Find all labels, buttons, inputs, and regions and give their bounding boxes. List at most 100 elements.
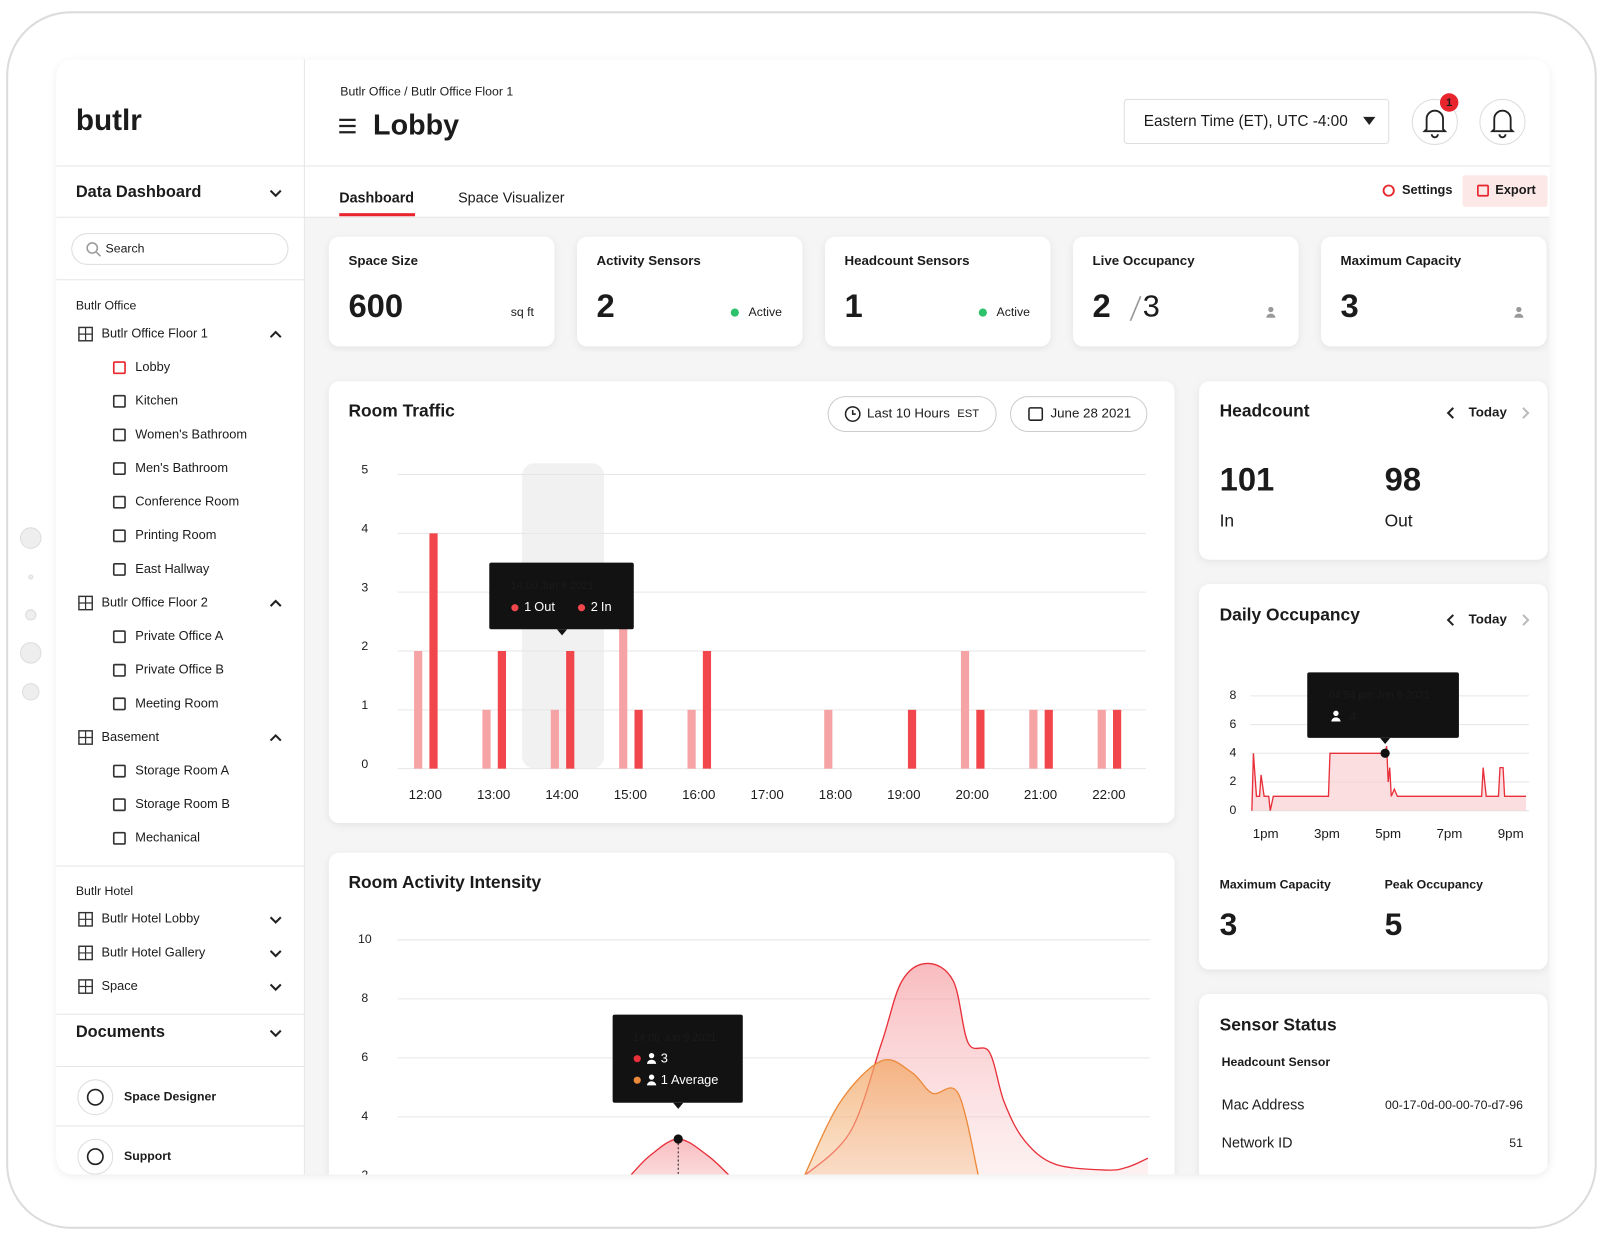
stat-label: Activity Sensors: [596, 253, 700, 268]
y-tick-label: 2: [361, 639, 368, 653]
card: [1073, 236, 1299, 347]
y-tick-label: 0: [361, 757, 368, 771]
person-icon: [646, 1059, 657, 1064]
stat-label: Live Occupancy: [1093, 253, 1196, 268]
card: [825, 236, 1051, 347]
y-tick-label: 2: [1229, 774, 1236, 788]
chevron[interactable]: [1446, 407, 1454, 419]
link-icon: [86, 1148, 104, 1166]
tree-room[interactable]: Storage Room A: [135, 763, 229, 778]
x-tick-label: 14:00: [545, 787, 578, 802]
tree-room[interactable]: Lobby: [135, 359, 170, 374]
documents[interactable]: Documents: [76, 1023, 165, 1041]
link-icon: [77, 1079, 114, 1116]
y-tick-label: 0: [1229, 803, 1236, 817]
tree-room[interactable]: Private Office B: [135, 662, 224, 677]
tab[interactable]: Dashboard: [339, 191, 414, 207]
bar: [907, 709, 917, 769]
export[interactable]: Export: [1495, 182, 1536, 197]
chevron[interactable]: [1446, 614, 1454, 626]
tree-floor[interactable]: Butlr Office Floor 2: [101, 594, 207, 609]
x-tick-label: 19:00: [887, 787, 920, 802]
slash: [1129, 295, 1142, 322]
area-line: [803, 1059, 980, 1175]
settings[interactable]: Settings: [1402, 182, 1452, 197]
person-icon: [1514, 313, 1524, 318]
settings-icon: [1382, 184, 1395, 197]
export-icon: [1477, 184, 1489, 197]
tree-floor[interactable]: Butlr Office Floor 1: [101, 326, 207, 341]
chevron[interactable]: [269, 983, 282, 992]
chevron[interactable]: [269, 950, 282, 958]
tree-room[interactable]: Storage Room B: [135, 796, 230, 811]
room-icon: [112, 394, 126, 408]
tooltip: [489, 562, 634, 630]
chevron[interactable]: [269, 734, 282, 742]
headcount-label: In: [1220, 510, 1235, 530]
tree-room[interactable]: East Hallway: [135, 561, 210, 576]
tree-room[interactable]: Men's Bathroom: [135, 460, 228, 475]
room-icon: [112, 663, 126, 677]
sidebar-link[interactable]: Support: [124, 1149, 171, 1163]
x-tick-label: 9pm: [1498, 826, 1524, 841]
timezone-select[interactable]: [1123, 98, 1390, 144]
tree-room[interactable]: Women's Bathroom: [135, 426, 247, 441]
tooltip-value: 4: [1349, 709, 1356, 724]
tooltip-arrow: [1380, 737, 1391, 745]
chevron[interactable]: [269, 1029, 282, 1038]
tree-room[interactable]: Private Office A: [135, 628, 223, 643]
y-tick-label: 8: [361, 991, 368, 1005]
y-tick-label: 3: [361, 580, 368, 594]
tree-room[interactable]: Printing Room: [135, 527, 216, 542]
export-button[interactable]: [1462, 175, 1548, 208]
chevron[interactable]: [1522, 407, 1530, 419]
card: [328, 236, 555, 347]
tooltip-item: 1 Average: [661, 1073, 719, 1088]
date-button[interactable]: [1010, 396, 1148, 432]
room-icon: [112, 630, 126, 644]
tree-room[interactable]: Meeting Room: [135, 695, 218, 710]
y-tick-label: 10: [358, 932, 372, 946]
chevron[interactable]: [269, 916, 282, 924]
tree-floor[interactable]: Space: [101, 978, 137, 993]
tree-floor[interactable]: Basement: [101, 729, 159, 744]
person-icon: [1331, 717, 1341, 722]
date: June 28 2021: [1050, 406, 1131, 421]
alerts-button[interactable]: [1479, 98, 1526, 146]
tree-room[interactable]: Mechanical: [135, 830, 200, 845]
tree-room[interactable]: Kitchen: [135, 393, 178, 408]
search-box[interactable]: [71, 233, 289, 265]
tab-underline: [339, 213, 416, 217]
chevron[interactable]: [269, 599, 282, 607]
stat-status: Active: [749, 305, 783, 319]
tooltip: [1307, 672, 1459, 738]
stat-status: Active: [997, 305, 1031, 319]
menu-icon[interactable]: [339, 118, 356, 134]
stat-label: Maximum Capacity: [1341, 253, 1462, 268]
logo: butlr: [76, 104, 142, 137]
sidebar-link[interactable]: Space Designer: [124, 1089, 216, 1103]
range-button[interactable]: [827, 396, 997, 432]
person-icon: [1268, 306, 1274, 313]
floor-icon: [78, 912, 93, 926]
tree-floor[interactable]: Butlr Hotel Lobby: [101, 911, 200, 926]
tree-floor[interactable]: Butlr Hotel Gallery: [101, 944, 205, 959]
y-tick-label: 8: [1229, 688, 1236, 702]
bar: [497, 651, 506, 769]
timezone: Eastern Time (ET), UTC -4:00: [1144, 113, 1348, 130]
chevron[interactable]: [1522, 614, 1530, 626]
link-icon: [86, 1088, 104, 1106]
area: [804, 1059, 979, 1175]
tab[interactable]: Space Visualizer: [458, 191, 565, 207]
card-title: Sensor Status: [1220, 1015, 1337, 1035]
room-icon: [112, 831, 126, 845]
label: Out: [534, 599, 555, 614]
chevron[interactable]: [269, 189, 282, 198]
x-tick-label: 1pm: [1253, 826, 1279, 841]
y-tick-label: 5: [361, 463, 368, 477]
chevron[interactable]: [269, 330, 282, 338]
headcount-in: 101: [1220, 460, 1275, 497]
tree-room[interactable]: Conference Room: [135, 494, 239, 509]
y-tick-label: 2: [361, 1168, 368, 1182]
